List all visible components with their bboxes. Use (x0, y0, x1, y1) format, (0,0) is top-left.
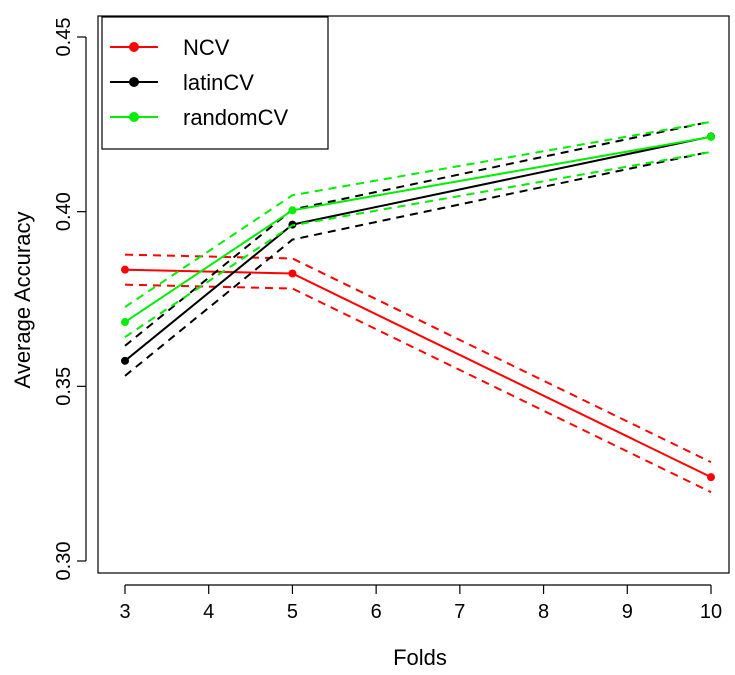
latincv-point (121, 356, 129, 365)
y-axis-label: Average Accuracy (10, 212, 35, 389)
ncv-point (121, 265, 129, 274)
x-tick-label: 6 (371, 601, 382, 623)
y-tick-label: 0.45 (53, 18, 75, 57)
y-tick-label: 0.40 (53, 192, 75, 231)
x-tick-label: 9 (622, 601, 633, 623)
y-tick-label: 0.30 (53, 542, 75, 581)
x-axis-label: Folds (393, 645, 447, 670)
latincv-lower-bound-line (124, 150, 712, 377)
legend-label-latincv: latinCV (183, 70, 254, 95)
legend-label-randomcv: randomCV (183, 105, 288, 130)
x-tick-label: 4 (203, 601, 214, 623)
legend-marker-ncv (129, 42, 139, 52)
x-tick-label: 10 (700, 601, 722, 623)
plot-frame (97, 15, 730, 574)
ncv-point (288, 269, 297, 278)
x-tick-label: 5 (287, 601, 298, 623)
x-tick-label: 7 (454, 601, 465, 623)
randomcv-lower-bound-line (124, 150, 712, 338)
series-layer (121, 120, 715, 494)
randomcv-point (121, 318, 129, 327)
axes: 3 4 5 6 7 8 9 10 0.30 0.35 0.40 0.45 (53, 18, 722, 623)
ncv-lower-bound-line (124, 283, 712, 494)
legend-marker-latincv (129, 77, 139, 87)
ncv-point (707, 473, 715, 482)
randomcv-point (707, 132, 715, 141)
randomcv-point (288, 206, 297, 215)
randomcv-series-line (124, 135, 712, 323)
ncv-upper-bound-line (124, 253, 712, 464)
legend-label-ncv: NCV (183, 35, 230, 60)
legend-marker-randomcv (129, 112, 139, 122)
randomcv-upper-bound-line (124, 120, 712, 308)
y-tick-label: 0.35 (53, 367, 75, 406)
legend: NCV latinCV randomCV (101, 16, 329, 150)
x-tick-label: 3 (119, 601, 130, 623)
x-tick-label: 8 (538, 601, 549, 623)
ncv-series-line (124, 268, 712, 479)
